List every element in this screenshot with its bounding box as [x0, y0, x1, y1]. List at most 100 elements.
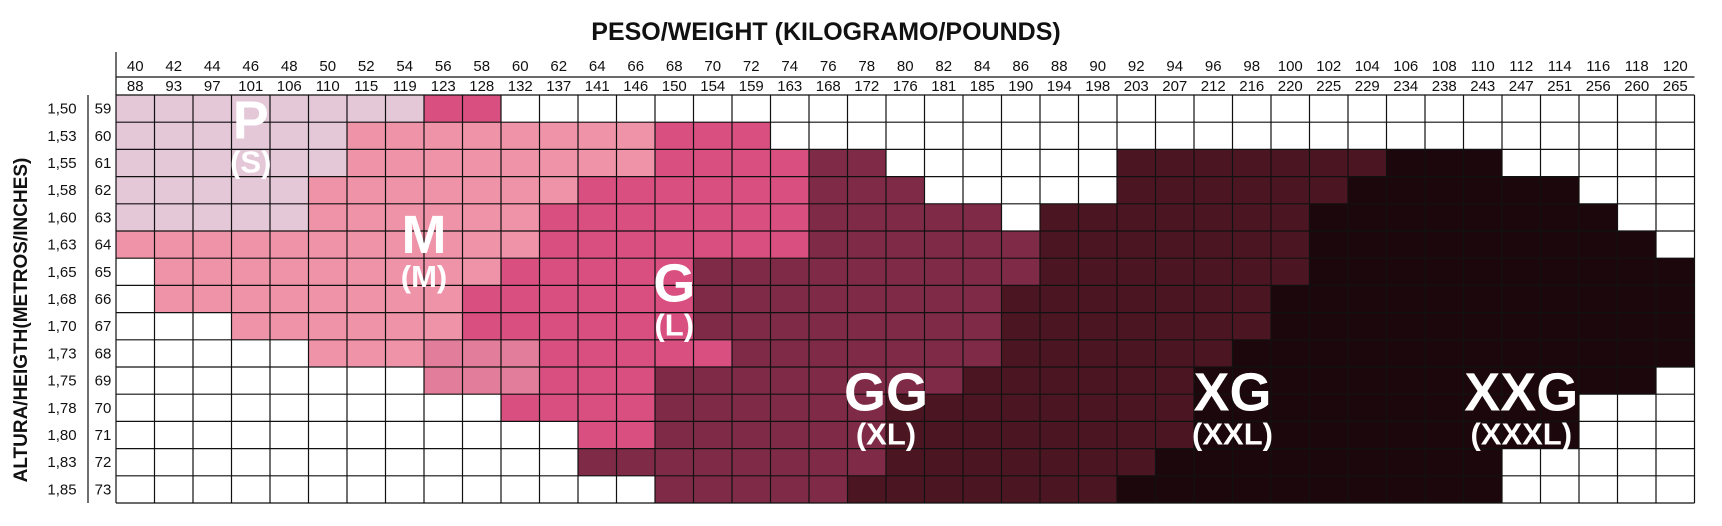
- heatmap-cell: [1425, 258, 1464, 286]
- heatmap-cell: [1540, 421, 1580, 449]
- heatmap-cell: [1232, 367, 1272, 395]
- heatmap-cell: [1271, 285, 1310, 313]
- heatmap-cell: [732, 421, 771, 449]
- heatmap-cell: [1078, 149, 1118, 177]
- heatmap-cell: [1309, 285, 1349, 313]
- x-tick-lb: 234: [1393, 78, 1418, 95]
- x-tick-kg: 76: [820, 58, 837, 75]
- x-tick-kg: 100: [1278, 58, 1303, 75]
- heatmap-cell: [1078, 203, 1118, 232]
- y-tick-m: 1,53: [47, 128, 76, 145]
- heatmap-cell: [1425, 285, 1464, 313]
- heatmap-cell: [116, 203, 155, 232]
- x-tick-lb: 247: [1509, 78, 1534, 95]
- heatmap-cell: [1001, 285, 1041, 313]
- heatmap-cell: [924, 203, 964, 232]
- y-tick-m: 1,75: [47, 373, 76, 390]
- heatmap-cell: [616, 176, 656, 205]
- heatmap-cell: [539, 312, 579, 341]
- y-tick-m: 1,83: [47, 454, 76, 471]
- heatmap-cell: [424, 285, 463, 313]
- heatmap-cell: [1386, 95, 1426, 123]
- heatmap-cell: [1540, 475, 1580, 504]
- heatmap-cell: [231, 149, 271, 177]
- heatmap-cell: [1656, 258, 1695, 286]
- x-tick-kg: 48: [281, 58, 298, 75]
- heatmap-cell: [1117, 231, 1156, 259]
- heatmap-cell: [1194, 448, 1233, 477]
- heatmap-cell: [231, 339, 271, 368]
- heatmap-cell: [809, 421, 848, 449]
- heatmap-cell: [924, 339, 964, 368]
- x-tick-lb: 181: [931, 78, 956, 95]
- x-tick-lb: 141: [585, 78, 610, 95]
- heatmap-cell: [1078, 367, 1118, 395]
- heatmap-cell: [886, 122, 925, 150]
- heatmap-cell: [1232, 339, 1272, 368]
- x-tick-kg: 74: [781, 58, 798, 75]
- heatmap-cell: [1348, 258, 1387, 286]
- heatmap-cell: [1579, 475, 1618, 504]
- heatmap-cell: [847, 95, 887, 123]
- heatmap-cell: [270, 312, 309, 341]
- heatmap-cell: [1309, 448, 1349, 477]
- heatmap-cell: [1155, 231, 1195, 259]
- heatmap-cell: [770, 475, 810, 504]
- heatmap-cell: [1502, 95, 1541, 123]
- heatmap-cell: [770, 339, 810, 368]
- heatmap-cell: [501, 339, 540, 368]
- heatmap-cell: [231, 95, 271, 123]
- heatmap-cell: [462, 231, 502, 259]
- heatmap-cell: [1271, 149, 1310, 177]
- heatmap-cell: [1078, 285, 1118, 313]
- size-label-main: GG: [844, 363, 928, 423]
- heatmap-cell: [693, 176, 733, 205]
- heatmap-cell: [424, 95, 463, 123]
- x-tick-lb: 243: [1470, 78, 1495, 95]
- heatmap-cell: [347, 448, 386, 477]
- heatmap-cell: [347, 285, 386, 313]
- heatmap-cell: [1617, 95, 1657, 123]
- heatmap-cell: [809, 122, 848, 150]
- x-tick-kg: 42: [165, 58, 182, 75]
- heatmap-cell: [1271, 231, 1310, 259]
- x-tick-kg: 70: [704, 58, 721, 75]
- heatmap-cell: [1117, 312, 1156, 341]
- heatmap-cell: [1232, 475, 1272, 504]
- heatmap-cell: [1656, 475, 1695, 504]
- x-tick-lb: 101: [238, 78, 263, 95]
- x-tick-kg: 52: [358, 58, 375, 75]
- heatmap-cell: [1425, 448, 1464, 477]
- heatmap-cell: [1001, 122, 1041, 150]
- heatmap-cell: [886, 285, 925, 313]
- heatmap-cell: [578, 258, 617, 286]
- heatmap-cell: [1425, 421, 1464, 449]
- heatmap-cell: [424, 339, 463, 368]
- heatmap-cell: [1540, 448, 1580, 477]
- heatmap-cell: [193, 231, 232, 259]
- heatmap-cell: [924, 285, 964, 313]
- heatmap-cell: [1656, 421, 1695, 449]
- x-tick-lb: 150: [662, 78, 687, 95]
- heatmap-cell: [1040, 339, 1079, 368]
- heatmap-cell: [347, 258, 386, 286]
- heatmap-cell: [616, 475, 656, 504]
- heatmap-cell: [231, 122, 271, 150]
- heatmap-cell: [1232, 149, 1272, 177]
- heatmap-cell: [193, 475, 232, 504]
- heatmap-cell: [1194, 122, 1233, 150]
- heatmap-cell: [539, 448, 579, 477]
- heatmap-cell: [1502, 312, 1541, 341]
- heatmap-cell: [1232, 285, 1272, 313]
- heatmap-cell: [732, 339, 771, 368]
- heatmap-cell: [847, 448, 887, 477]
- heatmap-cell: [1579, 203, 1618, 232]
- x-tick-kg: 90: [1089, 58, 1106, 75]
- heatmap-cell: [616, 394, 656, 422]
- heatmap-cell: [732, 258, 771, 286]
- heatmap-cell: [1656, 203, 1695, 232]
- heatmap-cell: [462, 312, 502, 341]
- heatmap-cell: [924, 231, 964, 259]
- heatmap-cell: [1463, 394, 1503, 422]
